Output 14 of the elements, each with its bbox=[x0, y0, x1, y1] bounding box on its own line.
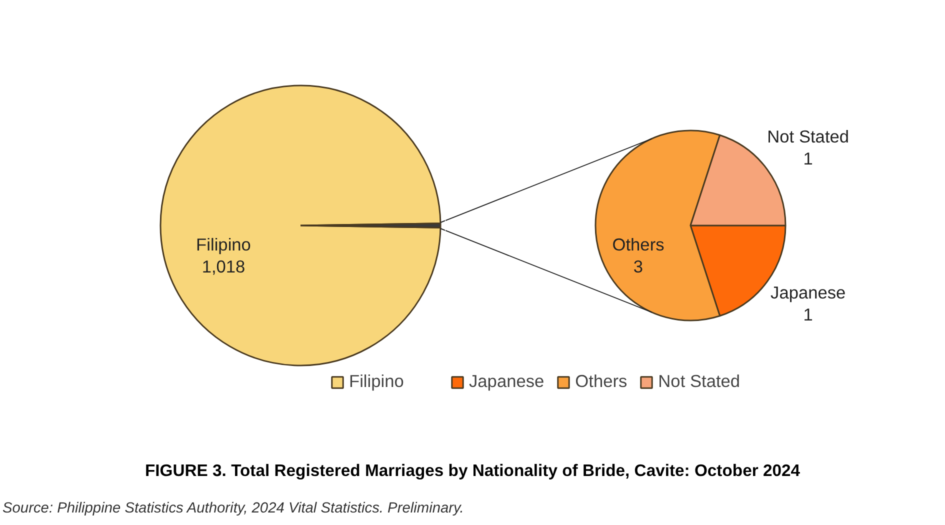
slice-label: Others bbox=[612, 234, 665, 254]
legend-label: Japanese bbox=[469, 371, 544, 392]
data-label: 1 bbox=[803, 304, 813, 325]
legend-label: Not Stated bbox=[658, 371, 740, 392]
data-label: 1,018 bbox=[202, 256, 246, 276]
slice-label: Not Stated bbox=[767, 126, 850, 146]
slice-label: Japanese bbox=[770, 282, 846, 303]
data-label: 3 bbox=[633, 256, 644, 276]
legend-label: Filipino bbox=[349, 371, 404, 392]
source-note: Source: Philippine Statistics Authority, 2024 Vital Statistics. Preliminary. bbox=[2, 500, 464, 516]
legend-label: Others bbox=[575, 371, 628, 392]
text: FIGURE 3. Total Registered Marriages by Nationality of Bride, Cavite: October 2024 bbox=[144, 461, 801, 480]
data-label: 1 bbox=[803, 148, 813, 168]
slice-label: Filipino bbox=[196, 234, 251, 254]
